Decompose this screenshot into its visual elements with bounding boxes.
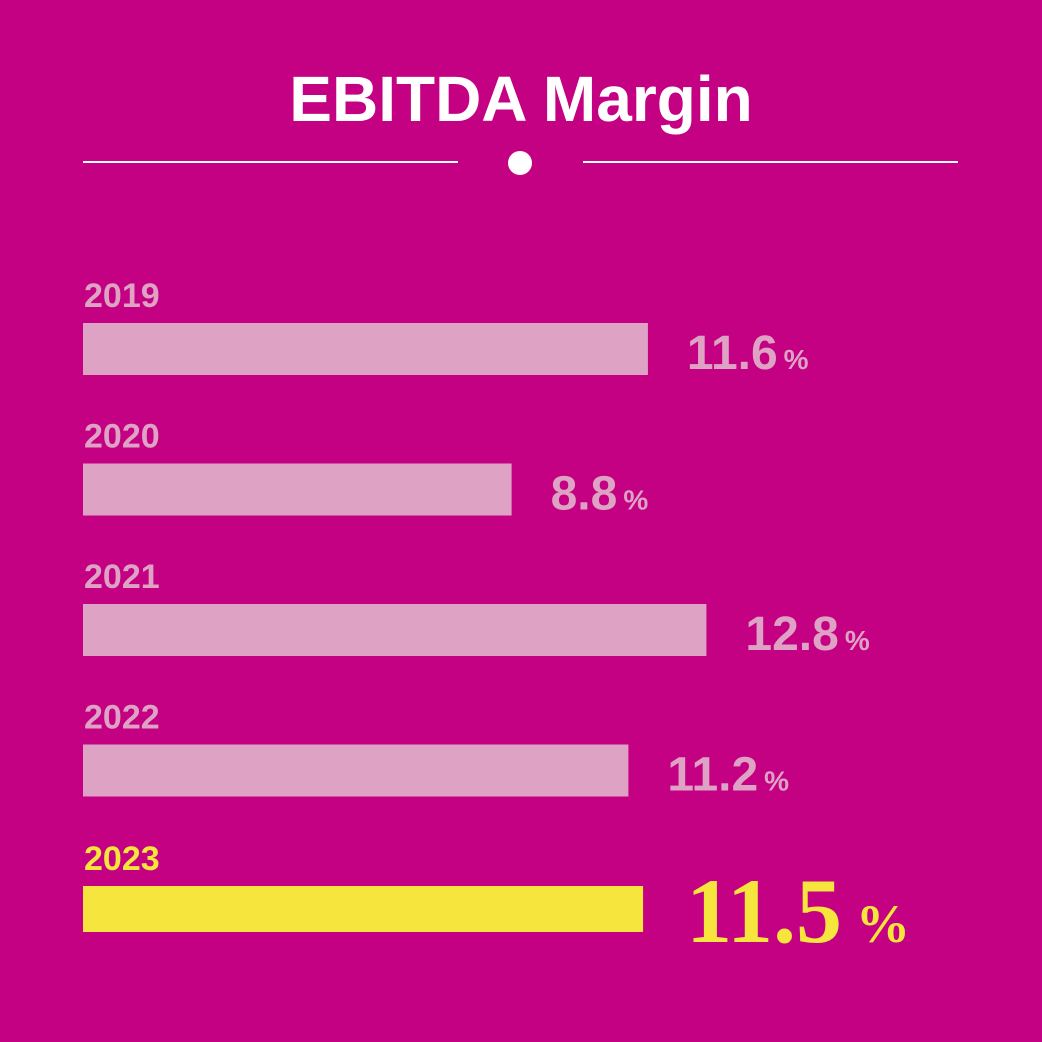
value-label-2023: 11.5% xyxy=(686,860,910,962)
bar-2023 xyxy=(83,886,644,932)
value-number-2023: 11.5 xyxy=(686,860,842,962)
bar-2022 xyxy=(83,744,629,797)
value-unit-2023: % xyxy=(856,894,910,954)
year-label-2022: 2022 xyxy=(84,699,160,737)
year-label-2019: 2019 xyxy=(84,277,160,315)
value-number-2019: 11.6 xyxy=(687,327,778,380)
value-unit-2021: % xyxy=(845,625,870,656)
year-label-2023: 2023 xyxy=(84,840,160,878)
value-number-2021: 12.8 xyxy=(745,608,838,661)
value-unit-2019: % xyxy=(784,344,809,375)
year-label-2020: 2020 xyxy=(84,418,160,456)
value-unit-2020: % xyxy=(623,485,648,516)
value-unit-2022: % xyxy=(764,766,789,797)
divider-dot xyxy=(508,151,532,175)
value-number-2022: 11.2 xyxy=(667,749,758,802)
bar-2021 xyxy=(83,604,707,656)
value-label-2020: 8.8% xyxy=(551,468,649,521)
bar-2020 xyxy=(83,463,512,516)
bars-group: 2019 11.6 % 2020 8.8 % 2021 12.8 % 2022 11.2 % 2023 1… xyxy=(83,277,910,962)
value-label-2019: 11.6% xyxy=(687,327,809,380)
value-number-2020: 8.8 xyxy=(551,468,618,521)
value-label-2021: 12.8% xyxy=(745,608,869,661)
chart-title: EBITDA Margin xyxy=(289,63,752,135)
year-label-2021: 2021 xyxy=(84,558,160,596)
value-label-2022: 11.2% xyxy=(667,749,789,802)
bar-2019 xyxy=(83,323,648,375)
